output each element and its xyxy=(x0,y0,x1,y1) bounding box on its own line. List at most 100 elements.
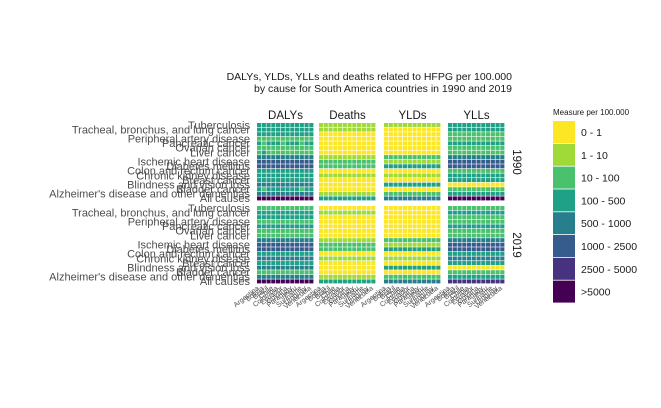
heatmap-cell xyxy=(471,270,476,275)
heatmap-cell xyxy=(280,168,285,173)
heatmap-cell xyxy=(299,150,304,155)
heatmap-cell xyxy=(467,132,472,137)
heatmap-cell xyxy=(338,242,343,247)
heatmap-cell xyxy=(412,256,417,261)
heatmap-cell xyxy=(266,224,271,229)
heatmap-cell xyxy=(319,187,324,192)
heatmap-cell xyxy=(271,247,276,252)
heatmap-cell xyxy=(471,132,476,137)
heatmap-cell xyxy=(357,173,362,178)
heatmap-cell xyxy=(342,233,347,238)
heatmap-cell xyxy=(357,265,362,270)
heatmap-cell xyxy=(426,136,431,141)
heatmap-cell xyxy=(280,127,285,132)
heatmap-cell xyxy=(384,279,389,284)
heatmap-cell xyxy=(342,145,347,150)
heatmap-cell xyxy=(338,210,343,215)
heatmap-cell xyxy=(295,242,300,247)
heatmap-cell xyxy=(276,279,281,284)
heatmap-cell xyxy=(328,159,333,164)
heatmap-cell xyxy=(290,206,295,210)
heatmap-cell xyxy=(299,233,304,238)
heatmap-cell xyxy=(285,168,290,173)
heatmap-cell xyxy=(266,251,271,256)
heatmap-cell xyxy=(285,242,290,247)
heatmap-cell xyxy=(347,228,352,233)
heatmap-cell xyxy=(417,279,422,284)
heatmap-cell xyxy=(361,187,366,192)
heatmap-cell xyxy=(333,164,338,169)
heatmap-cell xyxy=(347,233,352,238)
cause-label: Peripheral artery disease xyxy=(128,217,250,229)
heatmap-cell xyxy=(280,251,285,256)
heatmap-cell xyxy=(257,173,262,178)
heatmap-cell xyxy=(384,274,389,279)
heatmap-cell xyxy=(422,224,427,229)
heatmap-cell xyxy=(309,187,314,192)
heatmap-cell xyxy=(388,136,393,141)
heatmap-cell xyxy=(436,224,441,229)
cause-label: Tuberculosis xyxy=(188,120,250,132)
heatmap-cell xyxy=(342,206,347,210)
heatmap-cell xyxy=(323,159,328,164)
heatmap-cell xyxy=(495,279,500,284)
heatmap-cell xyxy=(271,164,276,169)
heatmap-cell xyxy=(257,145,262,150)
heatmap-cell xyxy=(280,279,285,284)
heatmap-cell xyxy=(276,173,281,178)
heatmap-cell xyxy=(309,206,314,210)
heatmap-cell xyxy=(486,132,491,137)
heatmap-cell xyxy=(481,136,486,141)
heatmap-cell xyxy=(304,233,309,238)
heatmap-cell xyxy=(452,270,457,275)
heatmap-cell xyxy=(342,123,347,127)
heatmap-cell xyxy=(422,206,427,210)
heatmap-cell xyxy=(476,228,481,233)
heatmap-cell xyxy=(352,191,357,196)
heatmap-cell xyxy=(328,191,333,196)
heatmap-cell xyxy=(398,261,403,266)
heatmap-cell xyxy=(299,270,304,275)
heatmap-cell xyxy=(407,132,412,137)
heatmap-cell xyxy=(403,274,408,279)
heatmap-cell xyxy=(467,247,472,252)
heatmap-cell xyxy=(486,256,491,261)
heatmap-cell xyxy=(436,265,441,270)
heatmap-cell xyxy=(398,127,403,132)
heatmap-cell xyxy=(295,168,300,173)
heatmap-cell xyxy=(407,136,412,141)
heatmap-cell xyxy=(323,219,328,224)
heatmap-cell xyxy=(412,136,417,141)
heatmap-cell xyxy=(462,164,467,169)
heatmap-cell xyxy=(352,265,357,270)
heatmap-cell xyxy=(361,247,366,252)
heatmap-cell xyxy=(457,141,462,146)
heatmap-cell xyxy=(486,136,491,141)
heatmap-cell xyxy=(457,187,462,192)
heatmap-cell xyxy=(422,191,427,196)
heatmap-cell xyxy=(338,215,343,220)
heatmap-cell xyxy=(426,164,431,169)
heatmap-cell xyxy=(495,168,500,173)
cause-label: Alzheimer's disease and other dementias xyxy=(49,272,250,284)
heatmap-cell xyxy=(481,187,486,192)
heatmap-cell xyxy=(495,141,500,146)
heatmap-cell xyxy=(271,196,276,201)
heatmap-cell xyxy=(467,187,472,192)
heatmap-cell xyxy=(500,123,505,127)
heatmap-cell xyxy=(352,242,357,247)
heatmap-cell xyxy=(431,164,436,169)
heatmap-cell xyxy=(266,173,271,178)
heatmap-cell xyxy=(412,141,417,146)
heatmap-cell xyxy=(452,155,457,160)
heatmap-cell xyxy=(486,242,491,247)
heatmap-cell xyxy=(361,196,366,201)
heatmap-cell xyxy=(261,270,266,275)
heatmap-cell xyxy=(366,164,371,169)
heatmap-cell xyxy=(276,155,281,160)
heatmap-cell xyxy=(319,270,324,275)
heatmap-cell xyxy=(323,173,328,178)
heatmap-cell xyxy=(304,141,309,146)
heatmap-cell xyxy=(352,127,357,132)
heatmap-cell xyxy=(495,187,500,192)
